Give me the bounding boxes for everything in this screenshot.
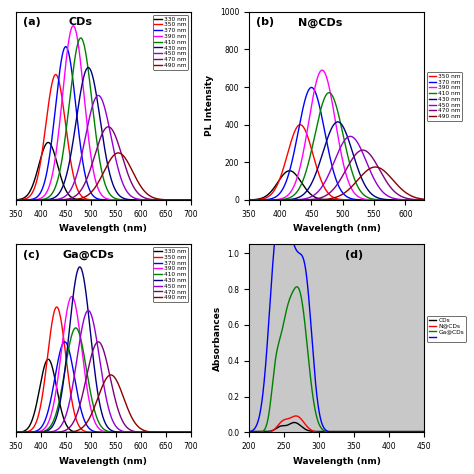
Legend: 350 nm, 370 nm, 390 nm, 410 nm, 430 nm, 450 nm, 470 nm, 490 nm: 350 nm, 370 nm, 390 nm, 410 nm, 430 nm, … [427,72,463,121]
Legend: 330 nm, 350 nm, 370 nm, 390 nm, 410 nm, 430 nm, 450 nm, 470 nm, 490 nm: 330 nm, 350 nm, 370 nm, 390 nm, 410 nm, … [153,247,188,302]
Legend: CDs, N@CDs, Ga@CDs, : CDs, N@CDs, Ga@CDs, [427,316,465,342]
Text: (d): (d) [345,250,364,260]
Text: N@CDs: N@CDs [298,18,342,28]
Y-axis label: Absorbances: Absorbances [212,306,221,371]
X-axis label: Wavelength (nm): Wavelength (nm) [292,456,381,465]
Text: (a): (a) [23,18,40,27]
X-axis label: Wavelength (nm): Wavelength (nm) [292,224,381,233]
Legend: 330 nm, 350 nm, 370 nm, 390 nm, 410 nm, 430 nm, 450 nm, 470 nm, 490 nm: 330 nm, 350 nm, 370 nm, 390 nm, 410 nm, … [153,15,188,70]
Text: (c): (c) [23,250,39,260]
Y-axis label: PL Intensity: PL Intensity [205,75,214,137]
Text: Ga@CDs: Ga@CDs [63,250,115,260]
X-axis label: Wavelength (nm): Wavelength (nm) [59,456,147,465]
Text: (b): (b) [256,18,274,27]
X-axis label: Wavelength (nm): Wavelength (nm) [59,224,147,233]
Text: CDs: CDs [68,18,92,27]
